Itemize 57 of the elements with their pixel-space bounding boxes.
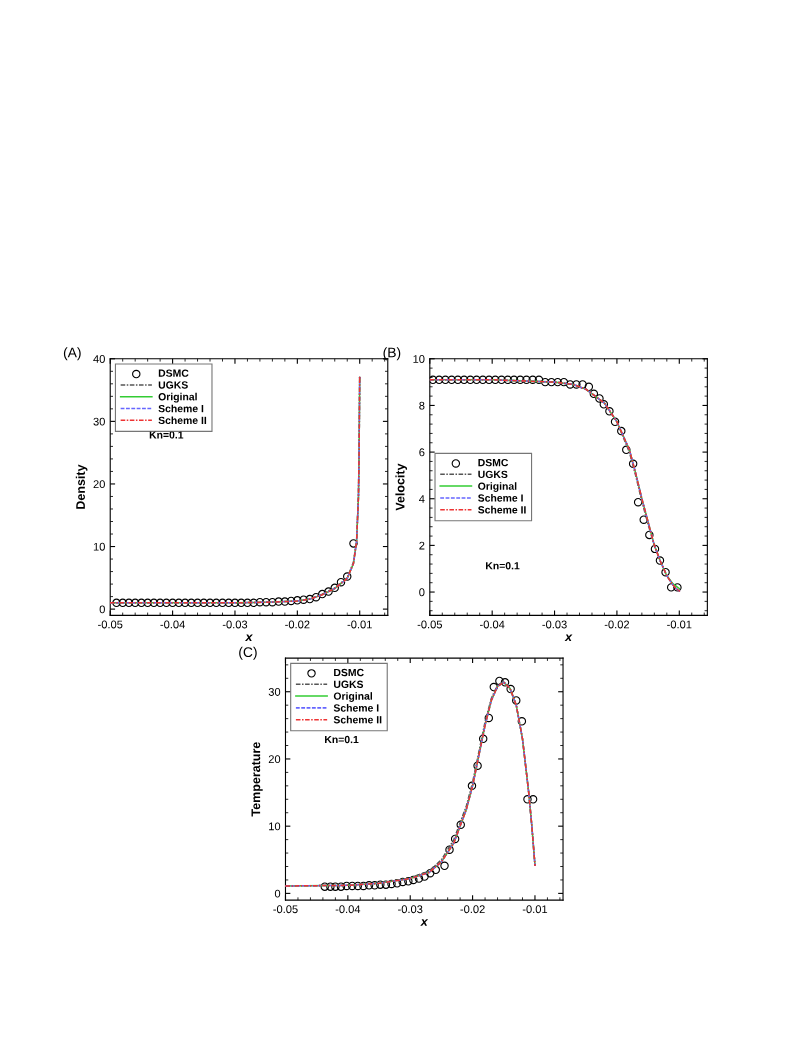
chart-title: (C): [239, 646, 257, 660]
y-tick-label: 2: [419, 541, 425, 550]
y-axis-title: Density: [75, 464, 88, 509]
y-tick-label: 30: [93, 417, 105, 426]
x-tick-label: -0.01: [347, 620, 372, 629]
legend-label: Original: [158, 392, 197, 403]
legend-label: UGKS: [334, 680, 364, 688]
y-tick-label: 0: [99, 605, 105, 614]
annotation: Kn=0.1: [325, 735, 359, 744]
x-tick-label: -0.02: [604, 620, 630, 629]
y-tick-label: 8: [419, 401, 425, 410]
legend-label: DSMC: [334, 668, 364, 677]
legend-label: Scheme II: [333, 715, 382, 724]
legend-label: Original: [333, 692, 373, 702]
chart-title: (B): [383, 347, 401, 361]
annotation: Kn=0.1: [149, 431, 184, 439]
y-tick-label: 20: [268, 755, 281, 764]
x-axis-title: x: [244, 634, 253, 642]
x-tick-label: -0.05: [98, 620, 123, 629]
x-tick-label: -0.02: [285, 620, 310, 629]
y-tick-label: 10: [269, 822, 281, 831]
y-axis-title: Temperature: [251, 742, 263, 817]
x-tick-label: -0.01: [667, 620, 692, 629]
x-tick-label: -0.02: [460, 905, 485, 914]
x-tick-label: -0.04: [160, 620, 185, 629]
legend-label: UGKS: [158, 381, 188, 389]
x-tick-label: -0.03: [222, 620, 248, 629]
y-tick-label: 4: [419, 495, 425, 503]
x-tick-label: -0.05: [417, 620, 442, 629]
x-tick-label: -0.04: [335, 905, 361, 914]
legend-label: Scheme I: [478, 494, 523, 502]
y-tick-label: 10: [93, 542, 105, 551]
legend-label: Scheme I: [333, 703, 379, 712]
x-tick-label: -0.05: [273, 905, 298, 914]
x-axis-title: x: [420, 919, 429, 926]
legend-label: UGKS: [478, 470, 508, 479]
legend-label: Scheme I: [158, 404, 204, 413]
x-tick-label: -0.03: [398, 905, 423, 914]
legend-label: Scheme II: [478, 505, 526, 514]
y-tick-label: 0: [419, 588, 425, 597]
y-tick-label: 0: [274, 889, 281, 898]
x-axis-title: x: [564, 634, 573, 642]
x-tick-label: -0.03: [542, 620, 567, 629]
x-tick-label: -0.01: [522, 905, 548, 914]
chart-title: (A): [63, 347, 81, 361]
y-tick-label: 6: [419, 448, 425, 457]
legend-label: DSMC: [158, 369, 189, 377]
y-axis-title: Velocity: [395, 463, 408, 511]
annotation: Kn=0.1: [486, 562, 520, 570]
y-tick-label: 30: [268, 688, 281, 696]
legend-label: DSMC: [478, 458, 509, 467]
legend-label: Original: [478, 482, 517, 492]
legend-label: Scheme II: [158, 416, 207, 425]
y-tick-label: 20: [93, 480, 105, 489]
y-tick-label: 10: [413, 355, 425, 363]
x-tick-label: -0.04: [480, 620, 505, 629]
y-tick-label: 40: [93, 355, 105, 363]
